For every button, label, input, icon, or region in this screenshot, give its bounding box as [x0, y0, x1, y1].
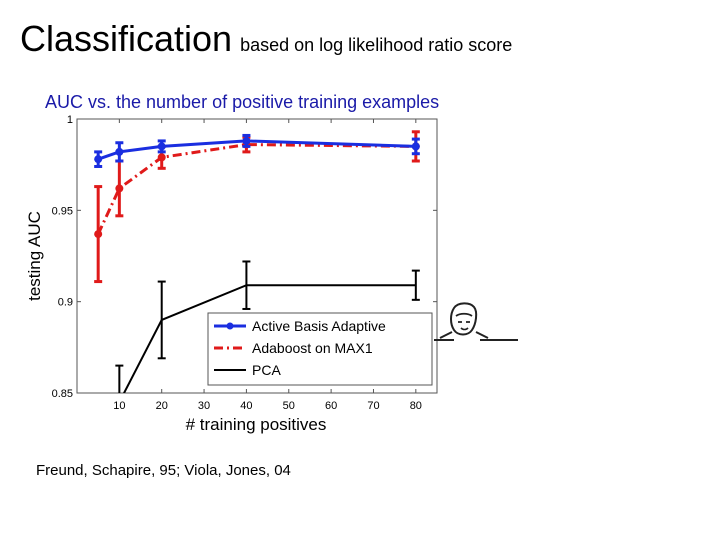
- chart-title: AUC vs. the number of positive training …: [45, 92, 439, 112]
- chart-legend: Active Basis Adaptive Adaboost on MAX1 PCA: [207, 312, 433, 386]
- slide-title: Classification based on log likelihood ra…: [20, 18, 512, 60]
- series-active-basis-adaptive: [94, 133, 420, 168]
- y-tick-label: 0.85: [52, 388, 73, 400]
- legend-label: Active Basis Adaptive: [252, 318, 386, 334]
- data-point: [115, 184, 124, 193]
- y-tick-label: 1: [67, 114, 73, 126]
- slide-title-main: Classification: [20, 18, 233, 59]
- legend-label: Adaboost on MAX1: [252, 340, 373, 356]
- x-tick-label: 50: [283, 400, 295, 412]
- x-tick-label: 70: [367, 400, 379, 412]
- y-tick-label: 0.95: [52, 205, 73, 217]
- data-point: [242, 136, 251, 145]
- legend-marker: [226, 322, 234, 330]
- data-point: [157, 153, 166, 162]
- citation: Freund, Schapire, 95; Viola, Jones, 04: [36, 462, 291, 479]
- series-layer: [94, 130, 420, 393]
- data-point: [94, 155, 103, 164]
- x-tick-label: 40: [240, 400, 252, 412]
- x-tick-label: 30: [198, 400, 210, 412]
- x-tick-label: 80: [410, 400, 422, 412]
- series-pca: [115, 260, 420, 393]
- data-point: [115, 147, 124, 156]
- y-tick-label: 0.9: [58, 297, 73, 309]
- x-axis-label: # training positives: [186, 415, 327, 434]
- data-point: [94, 230, 103, 239]
- x-tick-label: 10: [113, 400, 125, 412]
- legend-label: PCA: [252, 362, 281, 378]
- x-tick-label: 20: [156, 400, 168, 412]
- y-axis-label: testing AUC: [25, 211, 44, 301]
- data-point: [157, 142, 166, 151]
- data-point: [411, 142, 420, 151]
- sketch-face-icon: [434, 302, 518, 341]
- x-tick-label: 60: [325, 400, 337, 412]
- slide-title-sub: based on log likelihood ratio score: [240, 35, 513, 55]
